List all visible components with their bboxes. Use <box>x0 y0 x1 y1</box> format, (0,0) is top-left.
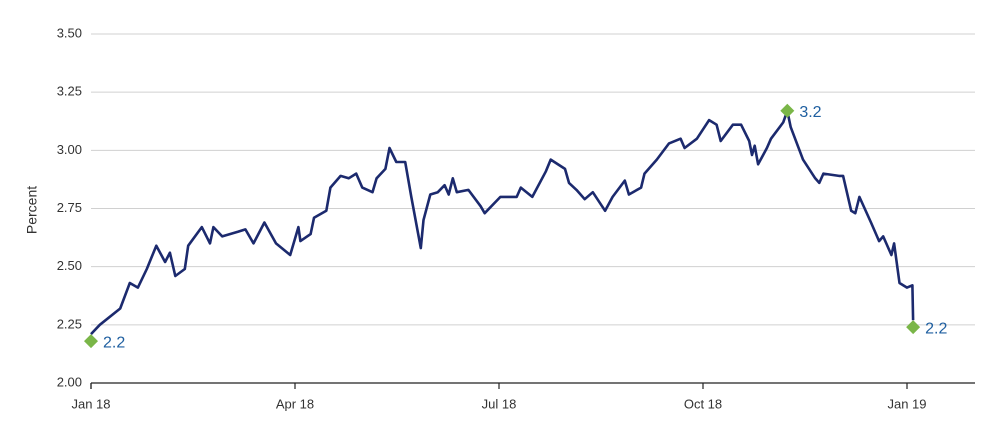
y-tick-label: 3.00 <box>57 142 82 157</box>
annotation-label: 2.2 <box>103 334 125 351</box>
y-tick-label: 2.50 <box>57 258 82 273</box>
x-tick-label: Jan 18 <box>71 396 110 411</box>
x-tick-label: Jan 19 <box>887 396 926 411</box>
annotation-label: 3.2 <box>799 104 821 121</box>
y-tick-label: 2.75 <box>57 200 82 215</box>
x-tick-label: Apr 18 <box>276 396 314 411</box>
x-tick-label: Oct 18 <box>684 396 722 411</box>
annotation-marker <box>780 103 795 118</box>
x-tick-label: Jul 18 <box>482 396 517 411</box>
annotation-label: 2.2 <box>925 320 947 337</box>
y-tick-label: 3.25 <box>57 84 82 99</box>
y-tick-label: 3.50 <box>57 25 82 40</box>
line-series <box>90 109 915 335</box>
y-tick-label: 2.25 <box>57 316 82 331</box>
annotation-marker <box>906 320 921 335</box>
annotation-marker <box>84 334 98 349</box>
y-axis-label: Percent <box>24 186 40 234</box>
y-tick-label: 2.00 <box>57 374 82 389</box>
